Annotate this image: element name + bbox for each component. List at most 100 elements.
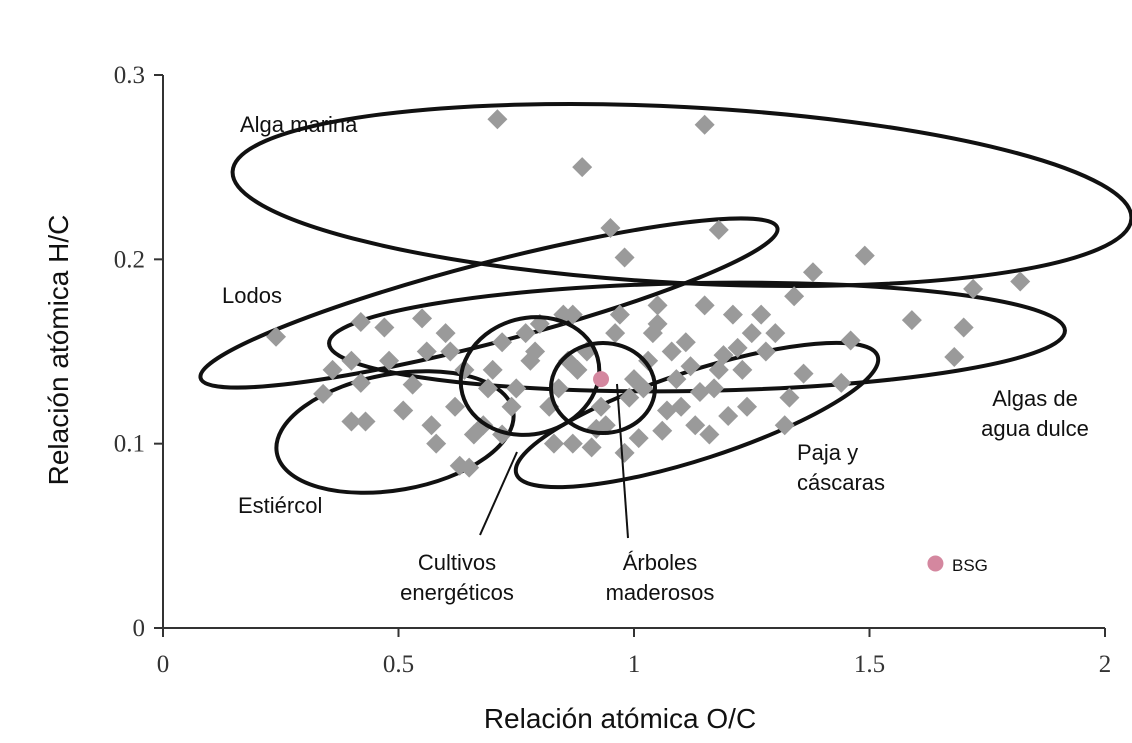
- point: [666, 369, 687, 390]
- annotation-line: BSG: [952, 556, 988, 575]
- point: [515, 323, 536, 344]
- point: [953, 317, 974, 338]
- annotation-line: energéticos: [400, 580, 514, 605]
- point: [765, 323, 786, 344]
- point: [581, 437, 602, 458]
- x-tick-label: 1.5: [854, 651, 885, 678]
- annotation: Cultivos energéticos: [400, 550, 514, 605]
- point: [374, 317, 395, 338]
- annotation: Alga marina: [240, 112, 358, 137]
- region-ellipses-top: [458, 315, 657, 539]
- y-tick-label: 0.3: [114, 62, 145, 89]
- point: [802, 262, 823, 283]
- point: [412, 308, 433, 329]
- point: [685, 415, 706, 436]
- point: [506, 378, 527, 399]
- point: [741, 323, 762, 344]
- point: [591, 396, 612, 417]
- annotation: Lodos: [222, 283, 282, 308]
- point: [704, 378, 725, 399]
- point: [1010, 271, 1031, 292]
- point: [727, 337, 748, 358]
- point: [718, 406, 739, 427]
- point: [350, 372, 371, 393]
- point: [619, 387, 640, 408]
- point: [656, 400, 677, 421]
- x-tick-label: 2: [1099, 651, 1112, 678]
- point: [737, 396, 758, 417]
- annotation: Algas de agua dulce: [981, 386, 1089, 441]
- annotation-line: agua dulce: [981, 416, 1089, 441]
- point: [355, 411, 376, 432]
- ellipse-paja: [513, 340, 881, 490]
- y-axis-title: Relación atómica H/C: [43, 215, 74, 486]
- point: [779, 387, 800, 408]
- point: [416, 341, 437, 362]
- ellipse-arboles: [549, 341, 657, 435]
- annotation: Estiércol: [238, 493, 322, 518]
- x-tick-label: 0.5: [383, 651, 414, 678]
- point: [713, 345, 734, 366]
- point: [647, 295, 668, 316]
- point: [322, 359, 343, 380]
- highlight-points: [593, 371, 944, 572]
- point: [350, 312, 371, 333]
- point: [477, 378, 498, 399]
- x-tick-label: 0: [157, 651, 170, 678]
- annotation-line: Árboles: [623, 550, 698, 575]
- point: [402, 374, 423, 395]
- point: [638, 350, 659, 371]
- point: [482, 359, 503, 380]
- y-tick-label: 0.2: [114, 246, 145, 273]
- annotation-line: cáscaras: [797, 470, 885, 495]
- point: [341, 411, 362, 432]
- point: [755, 341, 776, 362]
- point: [784, 286, 805, 307]
- pointer-arboles: [616, 383, 629, 539]
- point: [675, 332, 696, 353]
- annotation-line: Lodos: [222, 283, 282, 308]
- point: [963, 278, 984, 299]
- x-tick-label: 1: [628, 651, 641, 678]
- point: [595, 415, 616, 436]
- point: [642, 323, 663, 344]
- point: [774, 415, 795, 436]
- point: [944, 347, 965, 368]
- ellipse-algas-agua-dulce: [327, 280, 1067, 394]
- x-axis-title: Relación atómica O/C: [484, 703, 756, 734]
- point: [633, 378, 654, 399]
- point: [341, 350, 362, 371]
- point: [708, 359, 729, 380]
- annotation-line: Paja y: [797, 440, 858, 465]
- annotation-line: Algas de: [992, 386, 1078, 411]
- annotation: BSG: [952, 556, 988, 575]
- annotation-line: maderosos: [606, 580, 715, 605]
- annotation-line: Cultivos: [418, 550, 496, 575]
- point: [927, 555, 944, 572]
- point: [694, 114, 715, 135]
- point: [492, 332, 513, 353]
- point: [487, 109, 508, 130]
- annotation-line: Estiércol: [238, 493, 322, 518]
- point: [901, 310, 922, 331]
- point: [614, 442, 635, 463]
- annotation-line: Alga marina: [240, 112, 358, 137]
- point: [840, 330, 861, 351]
- ellipse-alga-marina: [230, 102, 1132, 288]
- point: [562, 304, 583, 325]
- point: [558, 350, 579, 371]
- point: [609, 304, 630, 325]
- point: [751, 304, 772, 325]
- annotation: Paja y cáscaras: [797, 440, 885, 495]
- point: [313, 383, 334, 404]
- ellipse-cultivos: [458, 315, 602, 437]
- annotations: Alga marina Lodos Estiércol Cultivos energét…: [222, 112, 1089, 605]
- point: [393, 400, 414, 421]
- point: [699, 424, 720, 445]
- pointer-cultivos: [479, 451, 518, 536]
- point: [572, 157, 593, 178]
- point: [831, 372, 852, 393]
- point: [266, 326, 287, 347]
- point: [435, 323, 456, 344]
